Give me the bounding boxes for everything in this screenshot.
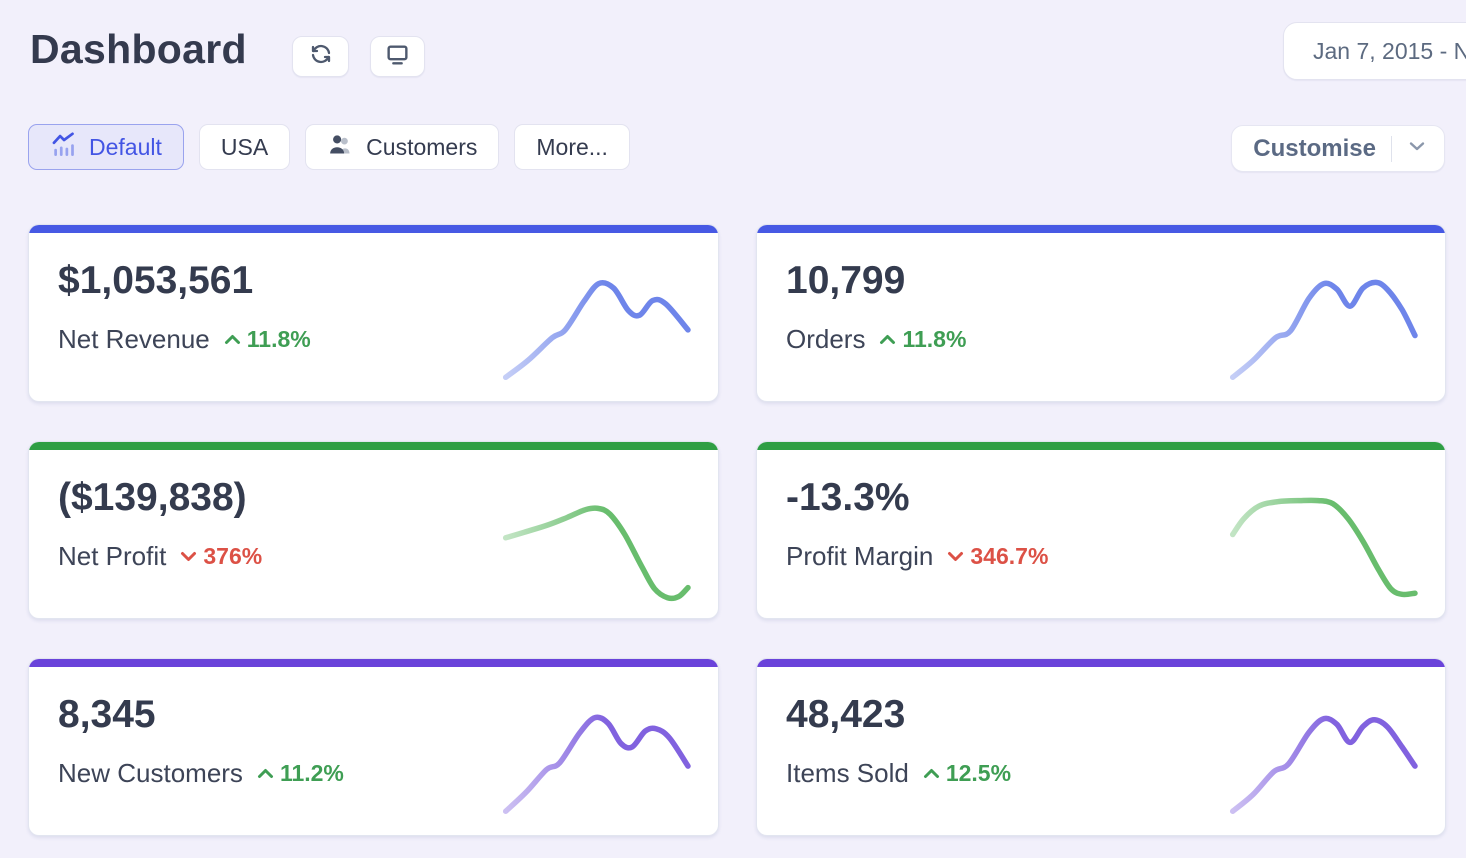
metric-label: Net Revenue <box>58 324 210 354</box>
caret-up-icon <box>923 769 939 778</box>
date-range-value: Jan 7, 2015 - N <box>1313 37 1466 64</box>
filter-chip-label: USA <box>220 133 269 160</box>
customise-label: Customise <box>1253 134 1376 162</box>
customise-button[interactable]: Customise <box>1231 125 1445 172</box>
delta-value: 11.8% <box>246 326 311 352</box>
refresh-icon <box>309 42 333 71</box>
date-range-picker[interactable]: Jan 7, 2015 - N <box>1283 22 1466 80</box>
metric-card-items-sold[interactable]: 48,423 Items Sold 12.5% <box>756 658 1446 836</box>
users-icon <box>327 131 354 164</box>
metric-value: 48,423 <box>786 693 906 736</box>
sparkline-chart <box>1229 279 1418 381</box>
metric-label: Orders <box>786 324 866 354</box>
refresh-button[interactable] <box>292 36 349 77</box>
delta-value: 346.7% <box>970 543 1049 569</box>
sparkline-chart <box>1229 715 1418 815</box>
monitor-button[interactable] <box>370 36 425 77</box>
delta-value: 11.2% <box>279 760 344 786</box>
metric-card-new-customers[interactable]: 8,345 New Customers 11.2% <box>28 658 719 836</box>
chevron-down-icon[interactable] <box>1407 135 1427 163</box>
divider <box>1391 135 1392 162</box>
delta-badge: 376% <box>180 543 262 570</box>
delta-value: 376% <box>203 543 263 569</box>
filter-chip-default[interactable]: Default <box>28 124 184 170</box>
metric-card-orders[interactable]: 10,799 Orders 11.8% <box>756 224 1446 402</box>
filter-chip-usa[interactable]: USA <box>198 124 291 170</box>
metric-card-net-revenue[interactable]: $1,053,561 Net Revenue 11.8% <box>28 224 719 402</box>
metric-card-grid: $1,053,561 Net Revenue 11.8% 10,799 Orde… <box>28 224 1446 836</box>
metric-label: Items Sold <box>786 758 909 788</box>
delta-badge: 11.8% <box>224 326 311 353</box>
caret-down-icon <box>948 552 964 561</box>
page-title: Dashboard <box>30 26 247 72</box>
delta-badge: 12.5% <box>923 760 1011 787</box>
sparkline-chart <box>502 714 691 815</box>
card-text: ($139,838) Net Profit 376% <box>58 478 262 618</box>
sparkline-chart <box>1229 497 1418 598</box>
sparkline-chart <box>502 279 691 381</box>
caret-up-icon <box>880 335 896 344</box>
filter-chip-label: Default <box>89 133 162 160</box>
card-text: 48,423 Items Sold 12.5% <box>786 695 1011 835</box>
filter-row: Default USA Customers More... <box>28 124 630 170</box>
caret-down-icon <box>181 552 197 561</box>
metric-label: Profit Margin <box>786 541 934 571</box>
metric-card-profit-margin[interactable]: -13.3% Profit Margin 346.7% <box>756 441 1446 619</box>
delta-value: 12.5% <box>945 760 1012 786</box>
card-text: 8,345 New Customers 11.2% <box>58 695 344 835</box>
metric-value: $1,053,561 <box>58 259 254 302</box>
filter-chip-customers[interactable]: Customers <box>305 124 500 170</box>
card-text: -13.3% Profit Margin 346.7% <box>786 478 1048 618</box>
filter-chip-label: More... <box>536 133 608 160</box>
metric-value: -13.3% <box>786 476 910 519</box>
metric-value: 10,799 <box>786 259 906 302</box>
metric-label: New Customers <box>58 758 243 788</box>
delta-badge: 11.8% <box>879 326 966 353</box>
card-text: 10,799 Orders 11.8% <box>786 261 966 401</box>
metric-card-net-profit[interactable]: ($139,838) Net Profit 376% <box>28 441 719 619</box>
chart-trend-icon <box>50 131 77 164</box>
metric-value: ($139,838) <box>58 476 247 519</box>
monitor-icon <box>385 42 410 72</box>
caret-up-icon <box>257 769 273 778</box>
delta-badge: 11.2% <box>257 760 344 787</box>
delta-value: 11.8% <box>902 326 967 352</box>
filter-chip-more[interactable]: More... <box>514 124 630 170</box>
card-text: $1,053,561 Net Revenue 11.8% <box>58 261 311 401</box>
metric-label: Net Profit <box>58 541 167 571</box>
delta-badge: 346.7% <box>947 543 1048 570</box>
sparkline-chart <box>502 505 691 602</box>
metric-value: 8,345 <box>58 693 156 736</box>
filter-chip-label: Customers <box>366 133 478 160</box>
caret-up-icon <box>224 335 240 344</box>
